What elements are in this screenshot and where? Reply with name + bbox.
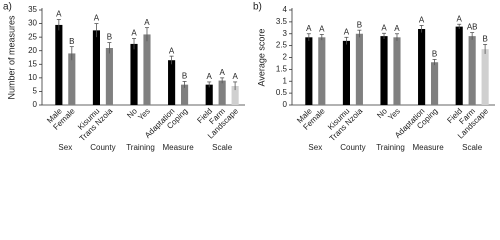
group-label: Scale: [212, 143, 233, 152]
group-label: Training: [376, 143, 405, 152]
group-label: Sex: [58, 143, 72, 152]
y-tick-label: 10: [28, 73, 37, 82]
bar: [393, 37, 401, 105]
bar: [305, 37, 313, 105]
group-label: Sex: [308, 143, 322, 152]
y-tick-label: 0: [283, 100, 288, 109]
y-tick-label: 35: [28, 5, 37, 14]
bar: [143, 34, 151, 105]
y-axis-title: Number of measures: [6, 15, 16, 100]
significance-letter: A: [207, 72, 213, 81]
y-tick-label: 3: [283, 29, 288, 38]
significance-letter: A: [344, 27, 350, 36]
significance-letter: B: [69, 37, 74, 46]
group-label: County: [340, 143, 365, 152]
significance-letter: A: [306, 24, 312, 33]
bar: [481, 49, 489, 105]
bar: [418, 29, 426, 105]
bar: [130, 43, 138, 105]
group-label: Training: [126, 143, 155, 152]
group-label: Measure: [163, 143, 195, 152]
bar: [205, 84, 213, 105]
group-label: County: [90, 143, 115, 152]
significance-letter: A: [56, 10, 62, 19]
bar: [168, 60, 176, 105]
y-tick-label: 2: [283, 53, 288, 62]
panel-label: b): [253, 2, 262, 13]
significance-letter: A: [169, 46, 175, 55]
significance-letter: A: [144, 18, 150, 27]
y-tick-label: 2.5: [276, 41, 288, 50]
x-tick-label: Yes: [136, 107, 152, 123]
y-tick-label: 25: [28, 32, 37, 41]
bar: [231, 86, 239, 105]
significance-letter: A: [394, 24, 400, 33]
y-tick-label: 3.5: [276, 17, 288, 26]
significance-letter: B: [482, 35, 487, 44]
bar: [218, 80, 226, 105]
significance-letter: A: [419, 16, 425, 25]
bar: [92, 30, 100, 105]
bar: [355, 33, 363, 105]
significance-letter: A: [232, 72, 238, 81]
bar: [342, 40, 350, 105]
bar: [55, 24, 63, 105]
y-tick-label: 1: [283, 76, 288, 85]
y-tick-label: 15: [28, 59, 37, 68]
bar: [455, 26, 463, 105]
bar: [181, 84, 189, 105]
significance-letter: AB: [467, 23, 478, 32]
y-tick-label: 1.5: [276, 64, 288, 73]
y-axis-title: Average score: [256, 29, 266, 87]
x-tick-label: Yes: [386, 107, 402, 123]
bar: [380, 36, 388, 105]
y-tick-label: 30: [28, 19, 37, 28]
y-tick-label: 20: [28, 46, 37, 55]
panel-label: a): [3, 2, 12, 13]
significance-letter: A: [94, 14, 100, 23]
significance-letter: A: [457, 14, 463, 23]
bar: [431, 62, 439, 105]
significance-letter: B: [107, 33, 112, 42]
significance-letter: B: [182, 71, 187, 80]
y-tick-label: 0.5: [276, 88, 288, 97]
y-tick-label: 5: [33, 87, 38, 96]
y-tick-label: 4: [283, 5, 288, 14]
significance-letter: A: [319, 25, 325, 34]
significance-letter: B: [357, 20, 362, 29]
bar: [468, 36, 476, 105]
significance-letter: A: [381, 23, 387, 32]
group-label: Scale: [462, 143, 483, 152]
significance-letter: A: [219, 68, 225, 77]
significance-letter: A: [131, 29, 137, 38]
group-label: Measure: [413, 143, 445, 152]
y-tick-label: 0: [33, 100, 38, 109]
bar: [318, 37, 326, 105]
bar: [68, 53, 76, 105]
bar: [105, 48, 113, 105]
significance-letter: B: [432, 50, 437, 59]
